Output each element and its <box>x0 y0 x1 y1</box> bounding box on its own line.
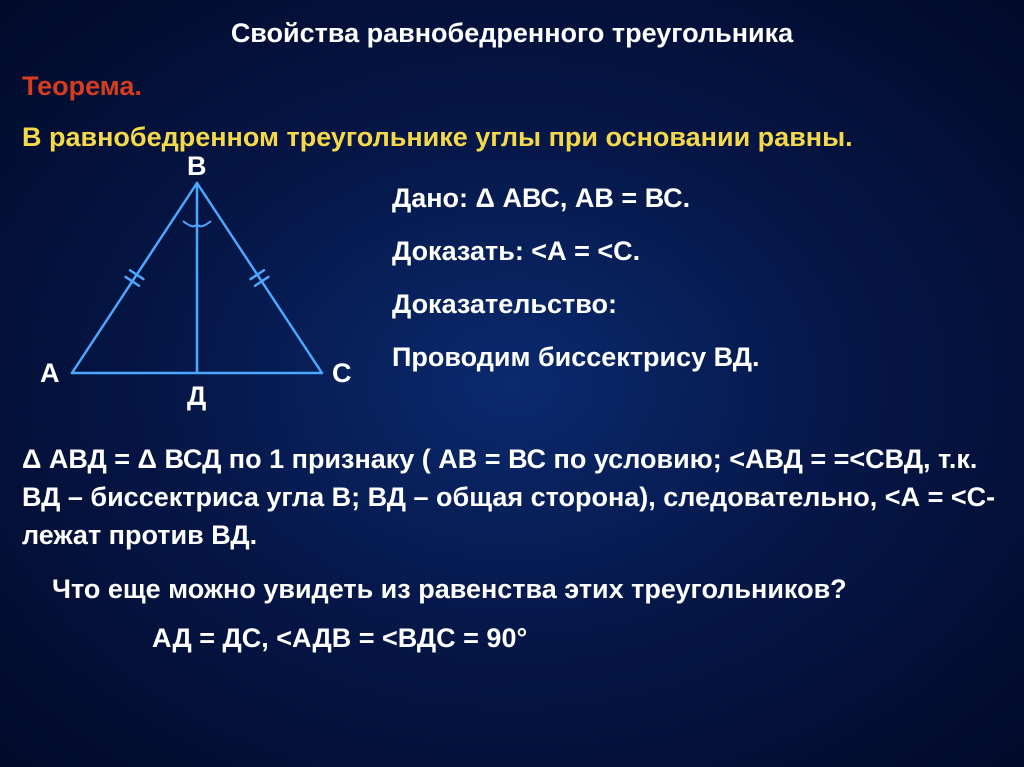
prove-line: Доказать: <А = <С. <box>392 236 760 267</box>
bisector-line: Проводим биссектрису ВД. <box>392 342 760 373</box>
theorem-statement: В равнобедренном треугольнике углы при о… <box>22 122 1002 153</box>
givens-block: Дано: Δ АВС, АВ = ВС. Доказать: <А = <С.… <box>382 163 760 373</box>
conclusion-line: АД = ДС, <АДВ = <ВДС = 90° <box>22 623 1002 654</box>
vertex-b-label: В <box>187 151 207 182</box>
given-line: Дано: Δ АВС, АВ = ВС. <box>392 183 760 214</box>
theorem-label: Теорема. <box>22 71 1002 102</box>
question-line: Что еще можно увидеть из равенства этих … <box>22 574 1002 605</box>
proof-body: Δ АВД = Δ ВСД по 1 признаку ( АВ = ВС по… <box>22 441 1002 554</box>
vertex-a-label: А <box>40 358 60 389</box>
slide-title: Свойства равнобедренного треугольника <box>22 18 1002 49</box>
diagram-and-givens: В А С Д Дано: Δ АВС, АВ = ВС. Доказать: … <box>22 163 1002 423</box>
triangle-diagram: В А С Д <box>22 163 382 423</box>
vertex-d-label: Д <box>187 381 206 412</box>
vertex-c-label: С <box>332 358 352 389</box>
proof-label: Доказательство: <box>392 289 760 320</box>
